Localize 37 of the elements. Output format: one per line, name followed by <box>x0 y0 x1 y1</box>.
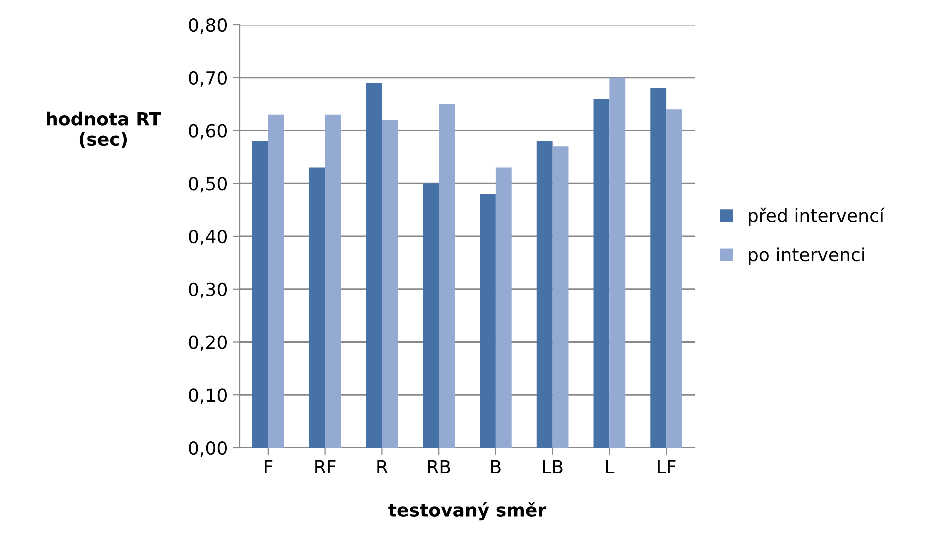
bar <box>496 168 512 448</box>
bar <box>480 194 496 448</box>
bar <box>594 99 610 448</box>
bar <box>536 141 553 448</box>
bar <box>252 141 268 448</box>
x-tick-label: LF <box>658 460 676 474</box>
y-tick-label: 0,00 <box>189 441 227 457</box>
bar <box>439 104 455 448</box>
y-tick-label: 0,40 <box>189 230 227 246</box>
y-tick-label: 0,10 <box>189 388 227 404</box>
y-tick-label: 0,80 <box>189 18 227 34</box>
x-tick-label: F <box>265 460 273 474</box>
y-tick-label: 0,60 <box>189 124 227 140</box>
y-tick-label: 0,50 <box>189 177 227 193</box>
y-tick-label: 0,20 <box>189 336 227 352</box>
bar <box>325 114 342 448</box>
bar <box>552 146 569 448</box>
x-tick-label: RB <box>428 460 450 474</box>
bar <box>666 110 682 448</box>
legend-label: před intervencí <box>749 208 885 226</box>
x-tick-label: L <box>606 460 615 474</box>
y-tick-label: 0,30 <box>189 282 227 298</box>
bar <box>309 168 326 448</box>
bar <box>382 120 398 448</box>
bar <box>366 83 382 448</box>
x-axis-title: testovaný směr <box>388 502 547 521</box>
bar <box>423 184 440 448</box>
x-tick-label: RF <box>316 460 336 474</box>
y-axis-title: hodnota RT (sec) <box>47 112 162 148</box>
bar <box>268 114 284 448</box>
bar <box>650 88 667 448</box>
legend-label: po intervenci <box>749 248 864 266</box>
x-tick-label: LB <box>543 460 563 474</box>
bar <box>610 78 626 448</box>
x-tick-label: B <box>492 460 501 474</box>
y-tick-label: 0,70 <box>189 71 227 87</box>
x-tick-label: R <box>378 460 388 474</box>
